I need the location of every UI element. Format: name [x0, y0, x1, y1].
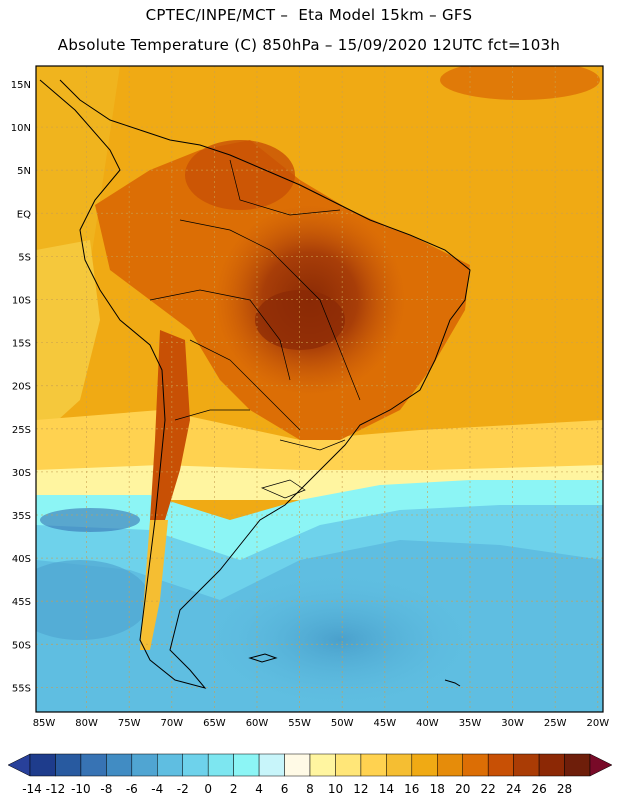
longitude-labels: 85W 80W 75W 70W 65W 60W 55W 50W 45W 40W 35W 30W 25W 2… — [33, 718, 610, 729]
colorbar-tick-label: 6 — [281, 782, 289, 796]
colorbar-swatch — [386, 753, 413, 777]
colorbar-tick-label: 10 — [328, 782, 343, 796]
lon-label-70W: 70W — [160, 718, 183, 729]
colorbar-tick-label: 2 — [230, 782, 238, 796]
map-frame — [35, 65, 604, 713]
lon-label-50W: 50W — [331, 718, 354, 729]
latitude-labels: 15N 10N 5N EQ 5S 10S 15S 20S 25S 30S 35S 40S 45S 50S 5… — [11, 80, 31, 694]
coastline — [39, 79, 471, 689]
colorbar-swatch — [55, 753, 82, 777]
colorbar-tick-label: -12 — [46, 782, 66, 796]
cold-streak — [40, 508, 140, 532]
colorbar-tick-label: 12 — [353, 782, 368, 796]
colorbar-swatch — [106, 753, 133, 777]
colorbar-tick-label: 28 — [557, 782, 572, 796]
map-title: CPTEC/INPE/MCT – Eta Model 15km – GFS — [145, 6, 473, 24]
colorbar-tick-label: 18 — [430, 782, 445, 796]
lat-label-10N: 10N — [11, 123, 31, 134]
colorbar-tick-label: -4 — [151, 782, 163, 796]
lat-label-5S: 5S — [18, 252, 31, 263]
colorbar-tick-label: -6 — [126, 782, 138, 796]
lon-label-85W: 85W — [33, 718, 56, 729]
lat-label-40S: 40S — [12, 554, 31, 565]
lon-label-25W: 25W — [544, 718, 567, 729]
falkland-islands — [248, 653, 278, 663]
country-borders — [149, 159, 361, 499]
colorbar-swatch — [538, 753, 565, 777]
pacific-cool-band — [36, 240, 100, 440]
colorbar-swatch — [309, 753, 336, 777]
colorbar-tick-label: -8 — [100, 782, 112, 796]
lon-label-60W: 60W — [246, 718, 269, 729]
lon-label-30W: 30W — [501, 718, 524, 729]
colorbar-swatch — [258, 753, 285, 777]
lat-label-20S: 20S — [12, 382, 31, 393]
colorbar-tick-label: 8 — [306, 782, 314, 796]
temperature-field — [36, 66, 603, 712]
lat-label-5N: 5N — [17, 166, 31, 177]
cold-core — [200, 570, 480, 710]
lat-label-10S: 10S — [12, 296, 31, 307]
south-georgia — [444, 679, 461, 687]
colorbar-tick-label: 0 — [204, 782, 212, 796]
colorbar-swatch — [131, 753, 158, 777]
colorbar-swatch — [284, 753, 311, 777]
colorbar-swatch — [462, 753, 489, 777]
colorbar-tick-label: 20 — [455, 782, 470, 796]
colorbar-tick-label: 16 — [404, 782, 419, 796]
lon-label-45W: 45W — [373, 718, 396, 729]
lat-label-30S: 30S — [12, 468, 31, 479]
colorbar-swatch — [157, 753, 183, 777]
lat-label-35S: 35S — [12, 511, 31, 522]
lon-label-75W: 75W — [118, 718, 141, 729]
colorbar-swatch — [80, 753, 107, 777]
lat-label-EQ: EQ — [17, 209, 31, 220]
lat-label-15S: 15S — [12, 339, 31, 350]
colorbar-swatch — [564, 753, 591, 777]
colorbar-swatch — [29, 753, 56, 777]
colorbar-tick-label: -2 — [177, 782, 189, 796]
colorbar-tick-label: 26 — [531, 782, 546, 796]
cold-west — [36, 560, 150, 640]
colorbar-swatch — [335, 753, 362, 777]
lon-label-35W: 35W — [459, 718, 482, 729]
lat-label-55S: 55S — [12, 683, 31, 694]
hot-center — [255, 290, 345, 350]
colorbar-swatch — [487, 753, 514, 777]
colorbar-tick-label: 14 — [379, 782, 394, 796]
lat-label-25S: 25S — [12, 425, 31, 436]
map-subtitle: Absolute Temperature (C) 850hPa – 15/09/… — [57, 36, 561, 54]
colorbar-tick-label: -10 — [71, 782, 91, 796]
lon-label-40W: 40W — [416, 718, 439, 729]
colorbar-tick-label: 4 — [255, 782, 263, 796]
lon-label-65W: 65W — [203, 718, 226, 729]
colorbar-low-arrow — [7, 753, 31, 777]
lon-label-20W: 20W — [586, 718, 609, 729]
lat-label-50S: 50S — [12, 640, 31, 651]
lon-label-80W: 80W — [75, 718, 98, 729]
colorbar-swatch — [182, 753, 209, 777]
venezuela-warm — [185, 140, 295, 210]
colorbar: -14 -12 -10 -8 -6 -4 -2 0 2 4 6 8 10 12 14 16 18 20 22 24 26… — [7, 753, 613, 796]
colorbar-swatch — [411, 753, 438, 777]
colorbar-swatch — [207, 753, 234, 777]
colorbar-swatch — [513, 753, 540, 777]
colorbar-high-arrow — [589, 753, 613, 777]
colorbar-tick-label: -14 — [22, 782, 42, 796]
colorbar-swatch — [437, 753, 463, 777]
lat-label-45S: 45S — [12, 597, 31, 608]
patagonia-band — [140, 520, 168, 650]
colorbar-tick-label: 24 — [506, 782, 521, 796]
colorbar-tick-label: 22 — [481, 782, 496, 796]
lat-label-15N: 15N — [11, 80, 31, 91]
colorbar-swatch — [233, 753, 260, 777]
northeast-warm — [440, 66, 600, 100]
lon-label-55W: 55W — [288, 718, 311, 729]
colorbar-swatch — [360, 753, 387, 777]
